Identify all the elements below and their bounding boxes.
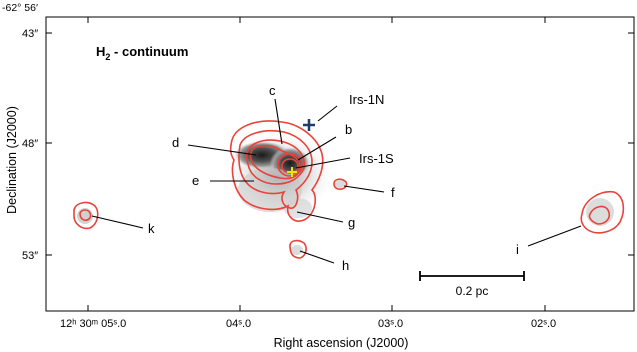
y-axis-title: Declination (J2000) [5,106,19,214]
line-k [91,215,144,229]
line-h [299,250,335,264]
scale-bar [419,271,525,281]
irs1s-marker [287,167,297,177]
x-axis-ticks [87,17,546,311]
label-irs1n: Irs-1N [349,92,384,107]
contour-main-3 [245,139,306,185]
contour-k-outer [73,201,99,230]
line-irs1s [295,157,351,169]
label-b: b [345,122,352,137]
y-tick-label-43: 43″ [22,28,38,40]
label-g: g [348,215,355,230]
label-e: e [192,173,199,188]
plot-frame [45,16,635,312]
contour-k-inner [79,209,92,221]
contour-main-4 [249,144,301,180]
line-g [296,211,344,223]
panel-title-rest: - continuum [110,44,188,59]
label-c: c [269,83,276,98]
label-irs1s: Irs-1S [359,151,394,166]
corner-dec-label: -62° 56′ [2,2,38,14]
label-h: h [342,258,349,273]
line-irs1n [317,105,338,122]
x-tick-label-05: 12ʰ 30ᵐ 05ˢ.0 [60,318,126,330]
line-c [274,98,283,145]
x-tick-label-02: 02ˢ.0 [531,318,556,330]
x-axis-title: Right ascension (J2000) [274,336,409,350]
contour-f [333,178,348,190]
emission-image [77,133,614,255]
line-i [527,225,582,247]
scale-bar-label: 0.2 pc [456,284,489,298]
line-b [297,136,337,161]
panel-title-h: H [96,44,105,59]
x-tick-label-04: 04ˢ.0 [226,318,251,330]
label-d: d [172,135,179,150]
y-tick-label-53: 53″ [22,250,38,262]
contour-i-outer [580,190,625,234]
contour-irs1s-1 [277,153,303,177]
contour-main-outer [229,120,324,222]
irs1n-marker [303,119,315,131]
contour-h [289,239,307,259]
y-tick-label-48: 48″ [22,138,38,150]
label-i: i [516,242,519,257]
contour-main-2 [238,129,313,209]
annotation-lines [91,98,582,264]
label-k: k [148,221,155,236]
contour-i-inner [588,205,611,225]
panel-title: H2 - continuum [96,44,188,62]
line-d [187,144,257,156]
line-f [343,185,385,193]
label-f: f [391,185,395,200]
panel-title-subscript: 2 [105,52,110,62]
x-tick-label-03: 03ˢ.0 [378,318,403,330]
y-axis-ticks [46,32,634,256]
